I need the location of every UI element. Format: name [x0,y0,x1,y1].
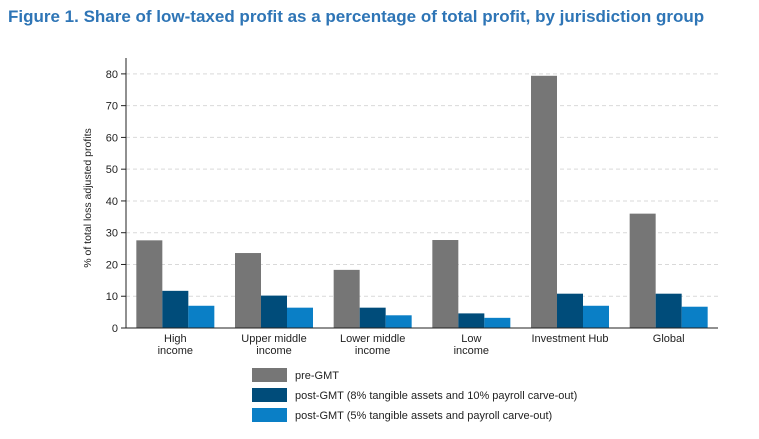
bar-1-2 [287,307,313,328]
figure-title: Figure 1. Share of low-taxed profit as a… [8,7,705,26]
bar-2-1 [359,307,386,328]
y-tick-label: 20 [106,259,118,271]
y-tick-label: 50 [106,164,118,176]
y-tick-label: 30 [106,228,118,240]
legend-swatch-2 [252,408,287,422]
legend-swatch-0 [252,368,287,382]
y-tick-label: 70 [106,101,118,113]
bar-2-0 [333,269,360,328]
bar-3-0 [432,240,459,328]
y-tick-label: 0 [112,323,118,335]
x-tick-label: Global [653,333,685,345]
grid-lines [126,73,718,297]
bar-3-1 [458,313,485,328]
bar-4-1 [557,293,583,328]
bar-5-0 [629,213,656,328]
legend-swatch-1 [252,388,287,402]
bar-3-2 [484,317,511,328]
bar-1-1 [261,295,287,328]
x-tick-label: Lower middle income [340,333,405,357]
bars [136,75,708,328]
y-tick-label: 10 [106,291,118,303]
legend-label-1: post-GMT (8% tangible assets and 10% pay… [295,390,577,402]
legend: pre-GMT post-GMT (8% tangible assets and … [252,368,577,422]
bar-0-0 [136,240,163,328]
y-tick-label: 60 [106,132,118,144]
x-tick-label: Low income [454,333,489,357]
y-tick-label: 80 [106,69,118,81]
x-axis: High income Upper middle income Lower middle… [126,327,718,357]
bar-0-1 [162,290,189,328]
x-tick-label: High income [158,333,193,357]
y-axis: 0 10 20 30 40 50 60 70 80 [106,58,127,335]
x-tick-label: Investment Hub [531,333,608,345]
bar-5-2 [681,306,708,328]
legend-label-2: post-GMT (5% tangible assets and payroll… [295,410,552,422]
bar-4-0 [531,75,557,328]
bar-1-0 [235,253,261,328]
bar-5-1 [655,293,682,328]
y-tick-label: 40 [106,196,118,208]
y-axis-label: % of total loss adjusted profits [82,128,94,268]
bar-4-2 [583,305,609,328]
legend-label-0: pre-GMT [295,370,339,382]
x-tick-label: Upper middle income [241,333,306,357]
bar-2-2 [385,315,412,328]
bar-0-2 [188,305,215,328]
